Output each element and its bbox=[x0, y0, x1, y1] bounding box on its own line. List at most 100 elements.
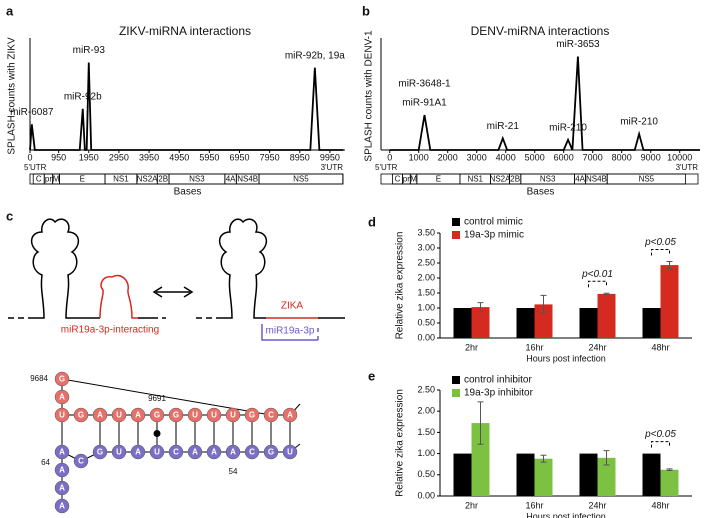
region-label: NS1 bbox=[467, 175, 483, 184]
nucleotide-letter: C bbox=[268, 411, 274, 420]
nucleotide bbox=[206, 407, 222, 423]
nucleotide-letter: G bbox=[249, 411, 255, 420]
nucleotide bbox=[54, 407, 70, 423]
legend-swatch bbox=[452, 231, 460, 239]
region-label: 4A bbox=[575, 175, 585, 184]
error-bar bbox=[666, 468, 673, 472]
x-tick-label: 8950 bbox=[290, 152, 310, 162]
x-tick-label: 24hr bbox=[588, 500, 606, 510]
x-tick-label: 2hr bbox=[465, 500, 478, 510]
nucleotide bbox=[282, 407, 298, 423]
y-tick-label: 1.50 bbox=[417, 427, 435, 437]
utr-label: 3'UTR bbox=[321, 163, 344, 172]
y-axis-label: Relative zika expression bbox=[395, 232, 406, 340]
x-axis-label: Bases bbox=[174, 187, 202, 198]
nucleotide bbox=[263, 407, 279, 423]
target-label: ZIKA bbox=[281, 301, 304, 312]
x-tick-label: 0 bbox=[387, 152, 392, 162]
position-label: 9691 bbox=[148, 394, 166, 403]
panel-letter: b bbox=[362, 3, 370, 18]
y-tick-label: 1.50 bbox=[417, 287, 435, 297]
peak-label: miR-3648-1 bbox=[398, 79, 451, 90]
position-label: 64 bbox=[41, 458, 50, 467]
bar bbox=[534, 458, 553, 496]
y-tick-label: 3.50 bbox=[417, 227, 435, 237]
chart-title: ZIKV-miRNA interactions bbox=[119, 24, 251, 38]
x-axis-label: Hours post infection bbox=[526, 511, 606, 518]
x-tick-label: 48hr bbox=[651, 500, 669, 510]
nucleotide-letter: G bbox=[268, 448, 274, 457]
y-tick-label: 2.50 bbox=[417, 384, 435, 394]
region-label: E bbox=[436, 175, 441, 184]
nucleotide bbox=[54, 498, 70, 514]
error-bar bbox=[666, 261, 673, 270]
nucleotide-letter: G bbox=[173, 411, 179, 420]
nucleotide bbox=[54, 444, 70, 460]
bar bbox=[534, 304, 553, 338]
x-tick-label: 7950 bbox=[260, 152, 280, 162]
y-tick-label: 0.00 bbox=[417, 332, 435, 342]
rna-structure bbox=[196, 218, 345, 319]
nucleotide-letter: A bbox=[135, 411, 141, 420]
x-tick-label: 3950 bbox=[139, 152, 159, 162]
y-tick-label: 2.50 bbox=[417, 257, 435, 267]
peak-label: miR-210 bbox=[549, 122, 587, 133]
y-tick-label: 1.00 bbox=[417, 302, 435, 312]
legend-swatch bbox=[452, 218, 460, 226]
region-label: NS1 bbox=[113, 175, 129, 184]
bar bbox=[642, 308, 661, 338]
x-tick-label: 0 bbox=[27, 152, 32, 162]
nucleotide-letter: U bbox=[287, 448, 293, 457]
x-tick-label: 5000 bbox=[525, 152, 545, 162]
data-line bbox=[389, 56, 700, 151]
nucleotide bbox=[111, 407, 127, 423]
nucleotide bbox=[225, 407, 241, 423]
peak-label: miR-91A1 bbox=[402, 98, 447, 109]
region-label: NS5 bbox=[293, 175, 309, 184]
utr-label: 5'UTR bbox=[24, 163, 47, 172]
nucleotide-letter: U bbox=[154, 448, 160, 457]
region-label: E bbox=[80, 175, 85, 184]
genome-region bbox=[258, 173, 344, 185]
legend-label: control mimic bbox=[464, 217, 523, 228]
nucleotide-letter: C bbox=[78, 457, 84, 466]
y-tick-label: 2.00 bbox=[417, 272, 435, 282]
bar bbox=[516, 308, 535, 338]
nucleotide bbox=[244, 407, 260, 423]
wobble-pair bbox=[153, 430, 161, 437]
nucleotide bbox=[73, 453, 89, 469]
region-label: NS2A bbox=[137, 175, 159, 184]
nucleotide bbox=[206, 444, 222, 460]
nucleotide bbox=[187, 407, 203, 423]
region-label: 2B bbox=[510, 175, 520, 184]
nucleotide bbox=[54, 480, 70, 496]
legend-label: control inhibitor bbox=[464, 375, 532, 386]
nucleotide-letter: U bbox=[59, 411, 65, 420]
genome-region bbox=[606, 173, 686, 185]
error-bar bbox=[603, 292, 610, 295]
nucleotide bbox=[130, 444, 146, 460]
utr-label: 3'UTR bbox=[676, 163, 699, 172]
x-axis-label: Bases bbox=[527, 187, 555, 198]
nucleotide-letter: U bbox=[211, 411, 217, 420]
interacting-hairpin bbox=[99, 274, 138, 319]
x-tick-label: 9950 bbox=[320, 152, 340, 162]
nucleotide-letter: U bbox=[230, 411, 236, 420]
error-bar bbox=[540, 294, 547, 314]
nucleotide-letter: A bbox=[192, 448, 198, 457]
significance-bracket bbox=[588, 280, 607, 288]
nucleotide-letter: A bbox=[230, 448, 236, 457]
rna-structure bbox=[8, 218, 166, 319]
significance-label: p<0.05 bbox=[644, 237, 676, 248]
x-tick-label: 2000 bbox=[438, 152, 458, 162]
nucleotide-letter: A bbox=[59, 502, 65, 511]
x-tick-label: 5950 bbox=[199, 152, 219, 162]
significance-label: p<0.05 bbox=[644, 429, 676, 440]
x-tick-label: 16hr bbox=[525, 342, 543, 352]
nucleotide-letter: G bbox=[97, 448, 103, 457]
nucleotide bbox=[54, 462, 70, 478]
bar bbox=[453, 308, 472, 338]
position-label: 54 bbox=[229, 467, 238, 476]
nucleotide-letter: A bbox=[59, 448, 65, 457]
nucleotide-letter: U bbox=[116, 411, 122, 420]
